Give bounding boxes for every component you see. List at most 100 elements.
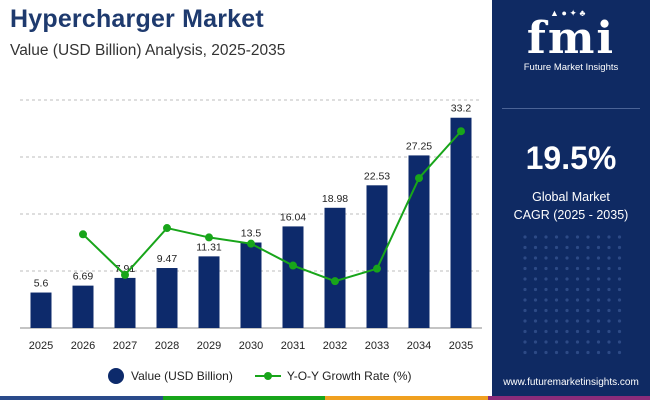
bar-value-labels: 5.6 6.69 7.91 9.47 11.31 13.5 16.04 18.98 22.53 2…	[34, 103, 472, 290]
decor-dot	[523, 298, 527, 302]
x-tick-2031: 2031	[281, 340, 305, 352]
bar-2029[interactable]	[198, 256, 220, 328]
decor-dot	[586, 308, 590, 313]
bar-2025[interactable]	[30, 292, 52, 328]
decor-dot	[565, 266, 569, 271]
bar-2033[interactable]	[366, 185, 388, 328]
chart-legend: Value (USD Billion) Y-O-Y Growth Rate (%…	[108, 368, 434, 384]
x-tick-2029: 2029	[197, 340, 221, 352]
decor-dot	[554, 256, 559, 260]
decor-dot	[554, 329, 559, 334]
growth-point-2030[interactable]	[247, 239, 255, 248]
growth-point-2027[interactable]	[121, 270, 129, 279]
chart-subtitle: Value (USD Billion) Analysis, 2025-2035	[10, 42, 286, 59]
bar-2027[interactable]	[114, 277, 136, 328]
bar-label-2035: 33.2	[451, 103, 472, 115]
decor-dot	[544, 266, 548, 271]
decor-dot	[533, 340, 538, 344]
decor-dot	[554, 340, 559, 344]
decor-dot	[533, 350, 538, 355]
decor-dot	[523, 319, 527, 323]
decor-dot	[523, 340, 527, 344]
decor-dot	[607, 277, 611, 281]
bar-2026[interactable]	[72, 285, 94, 328]
fmi-logo: ▲ ● ✦ ♣ fmi Future Market Insights	[492, 6, 650, 73]
bar-label-2031: 16.04	[280, 211, 306, 223]
decor-dot	[617, 235, 622, 239]
sidebar-panel: ▲ ● ✦ ♣ fmi Future Market Insights 19.5%…	[492, 0, 650, 396]
decor-dot	[617, 329, 622, 334]
decor-dot	[617, 350, 622, 355]
growth-point-2033[interactable]	[373, 264, 381, 273]
decor-dot	[575, 340, 580, 344]
decor-dot	[565, 308, 569, 313]
decor-dot	[544, 245, 548, 250]
decor-dot	[523, 245, 527, 250]
decor-dot	[544, 235, 548, 239]
decor-dot	[575, 256, 580, 260]
decor-dot	[554, 277, 559, 281]
decor-dot	[575, 287, 580, 292]
decor-dot	[575, 277, 580, 281]
bar-label-2027: 7.91	[115, 263, 136, 275]
chart-title: Hypercharger Market	[10, 5, 264, 33]
decor-dot	[575, 329, 580, 334]
growth-point-2029[interactable]	[205, 233, 213, 242]
decor-dot	[586, 266, 590, 271]
decor-dot	[607, 266, 611, 271]
growth-point-2032[interactable]	[331, 277, 339, 286]
decor-dot	[554, 266, 559, 271]
decor-dot	[586, 235, 590, 239]
decor-dot	[596, 298, 601, 302]
legend-bar-swatch	[108, 368, 124, 384]
x-tick-2025: 2025	[29, 340, 53, 352]
cagr-label-line1: Global Market	[532, 190, 610, 204]
growth-point-2031[interactable]	[289, 261, 297, 270]
decor-dot	[586, 298, 590, 302]
bar-2030[interactable]	[240, 242, 262, 329]
decor-dot	[523, 350, 527, 355]
bar-2034[interactable]	[408, 155, 430, 328]
decor-dot	[575, 298, 580, 302]
legend-item-value[interactable]: Value (USD Billion)	[108, 368, 233, 384]
bottom-color-strip	[0, 396, 650, 400]
bar-label-2028: 9.47	[157, 253, 178, 265]
decor-dot	[607, 319, 611, 323]
growth-point-2034[interactable]	[415, 174, 423, 183]
decor-dot	[523, 308, 527, 313]
bar-label-2034: 27.25	[406, 140, 432, 152]
growth-point-2035[interactable]	[457, 127, 465, 136]
decor-dot	[596, 256, 601, 260]
decor-dot	[596, 329, 601, 334]
bar-label-2026: 6.69	[73, 271, 94, 283]
decor-dot	[586, 340, 590, 344]
bar-2032[interactable]	[324, 207, 346, 328]
decor-dot	[617, 319, 622, 323]
bar-2035[interactable]	[450, 117, 472, 328]
growth-point-2026[interactable]	[79, 230, 87, 239]
growth-point-2028[interactable]	[163, 224, 171, 233]
chart-icon: ▲	[550, 8, 559, 18]
decor-dot	[565, 329, 569, 334]
legend-item-growth[interactable]: Y-O-Y Growth Rate (%)	[254, 369, 412, 383]
decor-dot	[533, 298, 538, 302]
decor-dot	[596, 308, 601, 313]
decor-dot	[617, 256, 622, 260]
decor-dot	[575, 245, 580, 250]
decor-dot	[554, 319, 559, 323]
bar-label-2030: 13.5	[241, 228, 262, 240]
decor-dot	[586, 319, 590, 323]
bar-2028[interactable]	[156, 268, 178, 328]
website-url[interactable]: www.futuremarketinsights.com	[503, 377, 639, 388]
decor-dot	[565, 340, 569, 344]
decor-dot	[596, 245, 601, 250]
decor-dot	[596, 350, 601, 355]
x-axis-ticks: 2025 2026 2027 2028 2029 2030 2031 2032 2033 2034…	[29, 340, 473, 352]
cagr-label: Global Market CAGR (2025 - 2035)	[492, 188, 650, 224]
decor-dot	[607, 235, 611, 239]
legend-line-swatch	[254, 370, 281, 382]
bar-2031[interactable]	[282, 226, 304, 328]
decor-dot	[596, 340, 601, 344]
decor-dot	[586, 245, 590, 250]
decor-dot	[533, 266, 538, 271]
